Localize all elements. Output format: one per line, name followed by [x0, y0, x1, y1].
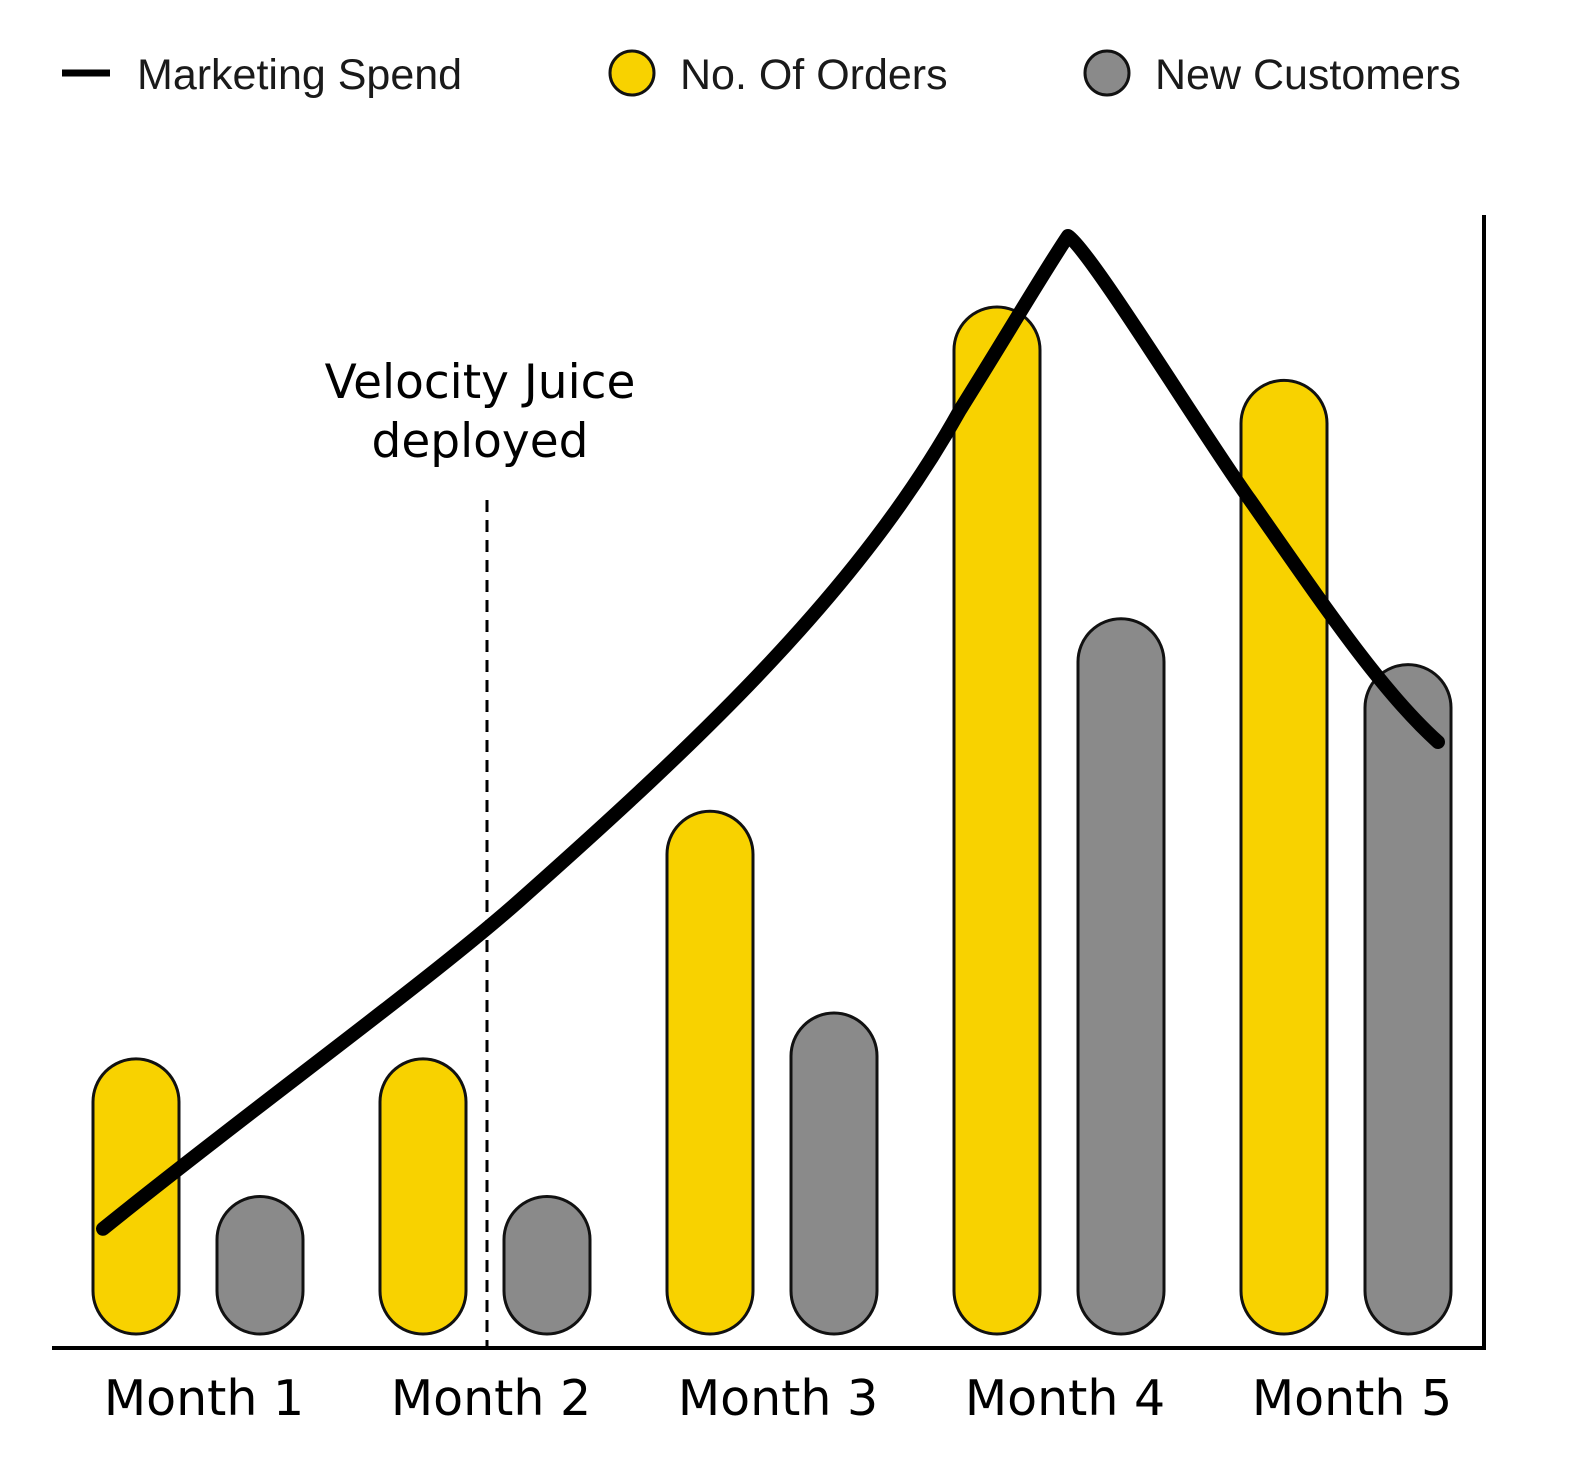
bar-no-of-orders-month-3	[665, 809, 755, 1336]
bar-new-customers-month-3	[789, 1011, 879, 1336]
x-tick-label-month-5: Month 5	[1252, 1370, 1452, 1427]
bar-no-of-orders-month-5	[1239, 378, 1329, 1336]
bar-no-of-orders-month-2	[378, 1057, 468, 1336]
legend: Marketing Spend No. Of Orders New Customer…	[62, 49, 1461, 99]
bar-new-customers-month-1	[215, 1194, 305, 1336]
annotation-text-line-2: deployed	[372, 414, 589, 469]
legend-swatch-circle	[1083, 49, 1131, 97]
bar-new-customers-month-4	[1076, 617, 1166, 1336]
bar-new-customers-month-5	[1363, 663, 1453, 1336]
annotation-text-line-1: Velocity Juice	[325, 355, 636, 410]
bars	[91, 305, 1453, 1336]
legend-item-new-customers: New Customers	[1083, 49, 1461, 99]
legend-item-marketing-spend: Marketing Spend	[62, 51, 462, 99]
x-tick-label-month-3: Month 3	[678, 1370, 878, 1427]
bar-new-customers-month-2	[502, 1194, 592, 1336]
legend-swatch-circle	[608, 49, 656, 97]
line-series	[96, 229, 1445, 1236]
axes	[52, 215, 1486, 1350]
line-marketing-spend	[96, 229, 1445, 1236]
legend-item-no-of-orders: No. Of Orders	[608, 49, 948, 99]
x-axis-ticks: Month 1 Month 2 Month 3 Month 4 Month 5	[104, 1370, 1452, 1427]
legend-label: No. Of Orders	[680, 51, 948, 99]
legend-label: Marketing Spend	[137, 51, 462, 99]
x-tick-label-month-4: Month 4	[965, 1370, 1165, 1427]
bar-no-of-orders-month-4	[952, 305, 1042, 1336]
x-tick-label-month-2: Month 2	[391, 1370, 591, 1427]
x-tick-label-month-1: Month 1	[104, 1370, 304, 1427]
legend-label: New Customers	[1155, 51, 1461, 99]
